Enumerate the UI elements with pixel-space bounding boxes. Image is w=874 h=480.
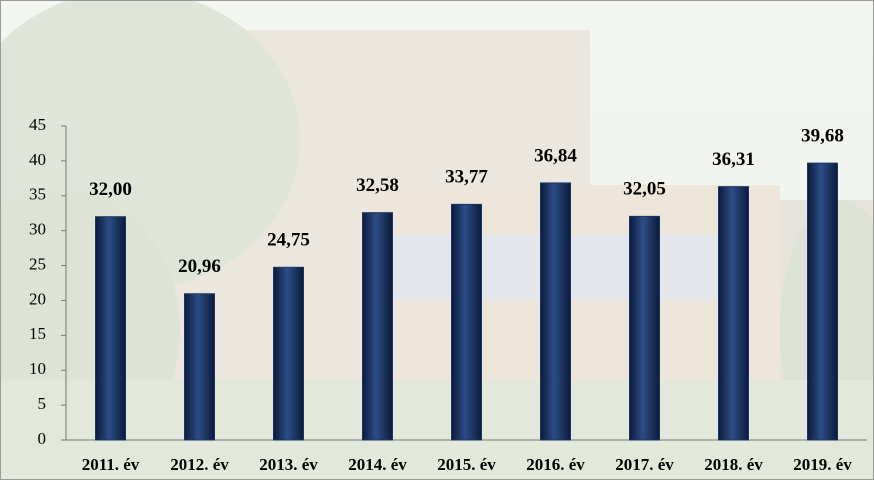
x-tick-label: 2018. év [704,455,763,474]
bar [362,212,393,441]
y-tick-label: 25 [29,254,46,273]
bar [540,182,571,441]
value-label: 32,58 [356,175,399,196]
bar [451,203,482,441]
value-label: 33,77 [445,167,488,188]
bar [184,293,215,441]
bar [807,162,838,441]
x-tick-label: 2017. év [615,455,674,474]
y-tick-label: 35 [29,185,46,204]
y-tick-label: 15 [29,324,46,343]
x-tick-label: 2015. év [437,455,496,474]
bar [273,266,304,441]
value-label: 32,05 [623,179,666,200]
y-tick-label: 5 [38,394,47,413]
value-label: 24,75 [267,230,310,251]
x-tick-label: 2012. év [170,455,229,474]
value-label: 39,68 [801,125,844,146]
x-tick-label: 2013. év [259,455,318,474]
x-tick-label: 2019. év [793,455,852,474]
bar [95,216,126,441]
value-label: 36,31 [712,149,755,170]
value-label: 32,00 [89,179,132,200]
y-tick-label: 0 [38,429,47,448]
x-tick-label: 2014. év [348,455,407,474]
y-tick-label: 10 [29,359,46,378]
bar [629,215,660,441]
value-label: 36,84 [534,145,577,166]
y-tick-label: 40 [29,150,46,169]
x-tick-label: 2011. év [82,455,140,474]
y-tick-label: 30 [29,220,46,239]
bar [718,186,749,441]
y-tick-label: 20 [29,289,46,308]
x-tick-label: 2016. év [526,455,585,474]
value-label: 20,96 [178,256,221,277]
y-tick-label: 45 [29,115,46,134]
